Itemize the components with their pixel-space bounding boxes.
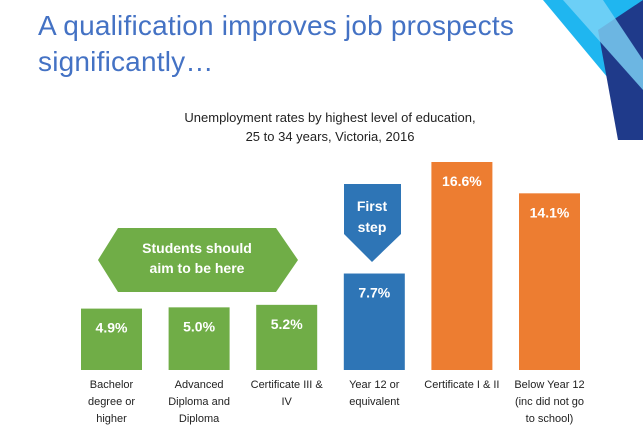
bar-1 bbox=[168, 307, 230, 370]
students-hexagon bbox=[98, 228, 298, 292]
category-label-1-line-1: Diploma and bbox=[168, 396, 230, 408]
chart-subtitle: Unemployment rates by highest level of e… bbox=[150, 108, 510, 146]
bar-value-label-1: 5.0% bbox=[183, 318, 215, 334]
arrow-text-line-1: First bbox=[357, 198, 388, 214]
bar-4 bbox=[431, 162, 493, 370]
category-label-0-line-0: Bachelor bbox=[90, 379, 134, 391]
category-label-0-line-2: higher bbox=[96, 413, 127, 425]
category-label-1-line-2: Diploma bbox=[179, 413, 220, 425]
corner-decoration bbox=[543, 0, 643, 140]
bar-value-label-5: 14.1% bbox=[530, 204, 570, 220]
bar-3 bbox=[343, 273, 405, 370]
bar-0 bbox=[81, 308, 142, 370]
bar-value-label-0: 4.9% bbox=[96, 320, 128, 336]
hexagon-text-line-2: aim to be here bbox=[150, 260, 245, 276]
bar-5 bbox=[519, 193, 580, 370]
category-label-2-line-1: IV bbox=[281, 396, 292, 408]
category-label-4-line-0: Certificate I & II bbox=[424, 379, 499, 391]
category-label-5-line-1: (inc did not go bbox=[515, 396, 584, 408]
students-callout: Students should aim to be here bbox=[98, 228, 298, 292]
bar-2 bbox=[256, 304, 318, 370]
first-step-callout: First step bbox=[344, 184, 401, 262]
category-label-1-line-0: Advanced bbox=[175, 379, 224, 391]
bar-value-label-4: 16.6% bbox=[442, 173, 482, 189]
hexagon-text-line-1: Students should bbox=[142, 240, 252, 256]
bars-group: 4.9% Bachelor degree or higher 5.0% Advanced D… bbox=[81, 162, 585, 425]
category-label-0-line-1: degree or bbox=[88, 396, 135, 408]
first-step-arrow bbox=[344, 184, 401, 262]
category-label-5-line-0: Below Year 12 bbox=[514, 379, 584, 391]
bar-value-label-3: 7.7% bbox=[358, 285, 390, 301]
arrow-text-line-2: step bbox=[358, 219, 387, 235]
slide-headline: A qualification improves job prospects s… bbox=[38, 8, 558, 80]
category-label-2-line-0: Certificate III & bbox=[251, 379, 324, 391]
headline-line-2: significantly… bbox=[38, 46, 214, 77]
category-label-5-line-2: to school) bbox=[526, 413, 574, 425]
headline-line-1: A qualification improves job prospects bbox=[38, 10, 515, 41]
subtitle-line-2: 25 to 34 years, Victoria, 2016 bbox=[245, 129, 415, 144]
category-label-3-line-1: equivalent bbox=[349, 396, 399, 408]
corner-light-shape bbox=[563, 0, 643, 90]
subtitle-line-1: Unemployment rates by highest level of e… bbox=[184, 110, 476, 125]
category-label-3-line-0: Year 12 or bbox=[349, 379, 400, 391]
bar-value-label-2: 5.2% bbox=[271, 316, 303, 332]
